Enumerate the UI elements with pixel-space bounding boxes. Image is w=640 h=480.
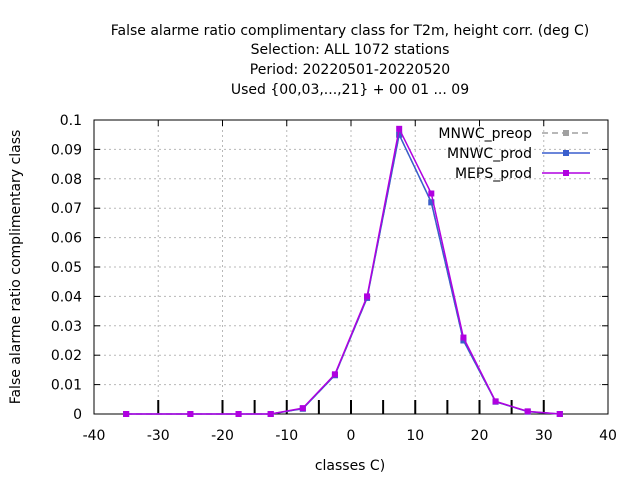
y-tick-label: 0.03 bbox=[51, 319, 82, 335]
y-tick-label: 0 bbox=[73, 407, 82, 423]
legend-label: MEPS_prod bbox=[455, 166, 532, 182]
y-tick-label: 0.09 bbox=[51, 142, 82, 158]
y-axis-label: False alarme ratio complimentary class bbox=[8, 130, 24, 405]
data-point-MEPS_prod bbox=[396, 125, 403, 132]
x-tick-label: -40 bbox=[83, 428, 106, 444]
data-point-MEPS_prod bbox=[267, 411, 274, 417]
data-point-MNWC_prod bbox=[428, 199, 435, 206]
x-tick-label: 0 bbox=[347, 428, 356, 444]
data-point-MEPS_prod bbox=[428, 190, 435, 197]
data-point-MEPS_prod bbox=[299, 405, 306, 412]
legend-label: MNWC_preop bbox=[438, 126, 532, 142]
data-point-MEPS_prod bbox=[235, 411, 242, 417]
data-point-MEPS_prod bbox=[123, 411, 130, 417]
chart-title: False alarme ratio complimentary class f… bbox=[111, 23, 590, 98]
axes bbox=[93, 119, 609, 415]
legend: MNWC_preop MNWC_prod MEPS_prod bbox=[438, 126, 590, 182]
data-point-MEPS_prod bbox=[492, 398, 499, 405]
x-axis-label: classes C) bbox=[315, 458, 385, 474]
title-line-2: Selection: ALL 1072 stations bbox=[251, 42, 450, 58]
data-point-MNWC_prod bbox=[396, 131, 403, 138]
legend-marker bbox=[563, 150, 569, 156]
data-point-MEPS_prod bbox=[460, 334, 467, 341]
title-line-1: False alarme ratio complimentary class f… bbox=[111, 23, 590, 39]
x-tick-label: 30 bbox=[535, 428, 553, 444]
title-line-3: Period: 20220501-20220520 bbox=[250, 62, 450, 78]
y-tick-label: 0.05 bbox=[51, 260, 82, 276]
legend-marker bbox=[563, 170, 569, 176]
x-tick-label: -20 bbox=[211, 428, 234, 444]
y-tick-label: 0.02 bbox=[51, 348, 82, 364]
x-tick-label: 10 bbox=[406, 428, 424, 444]
x-tick-label: 40 bbox=[599, 428, 617, 444]
data-point-MEPS_prod bbox=[556, 411, 563, 417]
y-tick-label: 0.01 bbox=[51, 378, 82, 394]
x-tick-label: 20 bbox=[471, 428, 489, 444]
data-point-MEPS_prod bbox=[364, 293, 371, 300]
tick-labels: -40 -30 -20 -10 0 10 20 30 40 0 0.01 0.02 0.03 0.04 0.… bbox=[51, 113, 617, 444]
y-tick-label: 0.1 bbox=[60, 113, 82, 129]
legend-marker bbox=[563, 130, 569, 136]
y-tick-label: 0.06 bbox=[51, 231, 82, 247]
y-tick-label: 0.08 bbox=[51, 172, 82, 188]
x-tick-label: -30 bbox=[147, 428, 170, 444]
data-point-MEPS_prod bbox=[331, 371, 338, 378]
legend-label: MNWC_prod bbox=[447, 146, 532, 162]
y-tick-label: 0.07 bbox=[51, 201, 82, 217]
title-line-4: Used {00,03,...,21} + 00 01 ... 09 bbox=[231, 82, 469, 98]
data-point-MEPS_prod bbox=[524, 408, 531, 415]
grid bbox=[94, 120, 608, 414]
x-tick-label: -10 bbox=[275, 428, 298, 444]
data-point-MEPS_prod bbox=[187, 411, 194, 417]
series-group bbox=[123, 125, 563, 417]
y-tick-label: 0.04 bbox=[51, 289, 82, 305]
